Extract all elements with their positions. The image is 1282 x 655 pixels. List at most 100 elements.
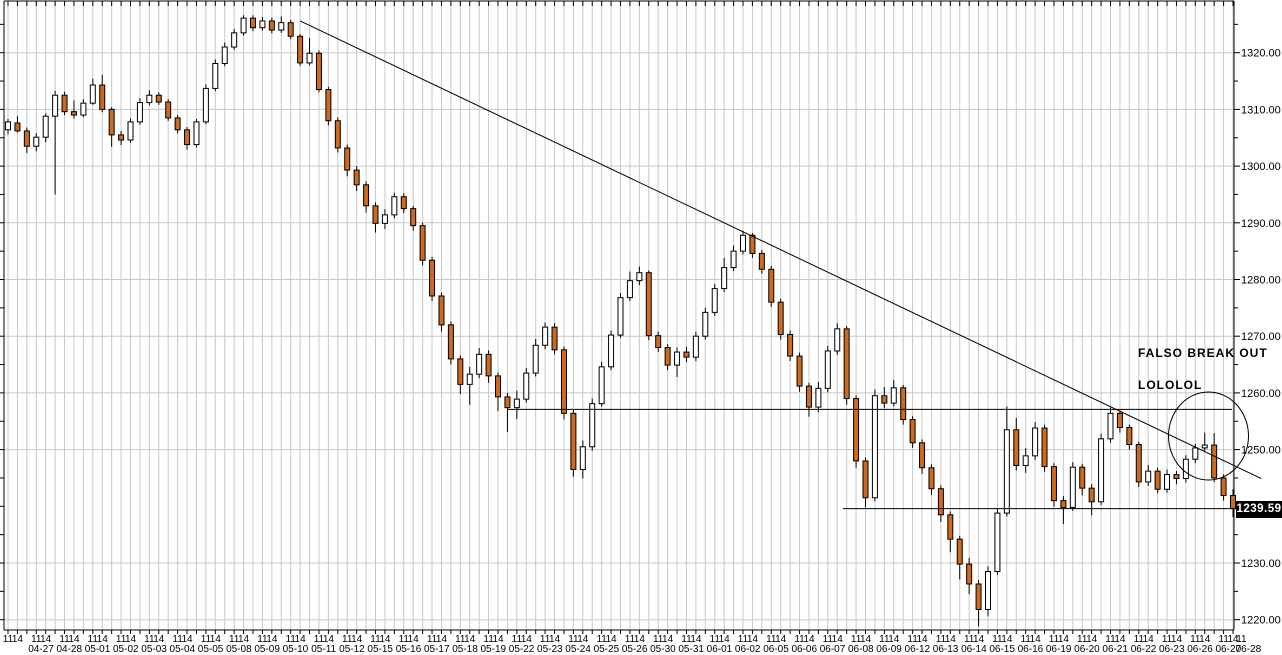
candle xyxy=(674,351,681,366)
candle xyxy=(871,395,878,499)
candle xyxy=(278,22,285,31)
y-axis-label: 1220.00 xyxy=(1241,615,1281,627)
candle xyxy=(589,403,596,448)
x-axis-time-label: 11 xyxy=(964,634,975,645)
candle xyxy=(655,335,662,349)
x-axis-time-label: 11 xyxy=(31,634,42,645)
x-axis-time-label: 11 xyxy=(738,634,749,645)
x-axis-time-label: 11 xyxy=(3,634,14,645)
candle xyxy=(1107,412,1114,440)
x-axis-date-label: 05-17 xyxy=(424,644,450,655)
x-axis-date-label: 05-30 xyxy=(650,644,676,655)
candle xyxy=(1060,500,1067,508)
x-axis-time-label: 11 xyxy=(681,634,692,645)
candle xyxy=(23,130,30,147)
candle xyxy=(127,121,134,141)
x-axis-time-label: 14 xyxy=(803,634,815,645)
x-axis-date-label: 06-09 xyxy=(876,644,902,655)
y-axis-label: 1310.00 xyxy=(1241,104,1281,116)
x-axis-time-label: 11 xyxy=(116,634,127,645)
x-axis-date-label: 05-25 xyxy=(594,644,620,655)
x-axis-time-label: 14 xyxy=(1030,634,1042,645)
x-axis-date-label: 06-27 xyxy=(1215,644,1241,655)
candle xyxy=(1003,429,1010,514)
candle xyxy=(457,358,464,385)
candle xyxy=(1022,455,1029,466)
x-axis-time-label: 14 xyxy=(606,634,618,645)
x-axis-time-label: 14 xyxy=(634,634,646,645)
x-axis-date-label: 05-08 xyxy=(226,644,252,655)
x-axis-time-label: 11 xyxy=(370,634,381,645)
annotation-lolol[interactable]: LOLOLOL xyxy=(1138,378,1203,392)
x-axis-time-label: 14 xyxy=(153,634,165,645)
candle xyxy=(1098,438,1105,503)
candle xyxy=(504,396,511,409)
candle xyxy=(919,442,926,469)
candle xyxy=(495,375,501,398)
candle xyxy=(890,387,897,404)
candle xyxy=(61,94,68,113)
candle xyxy=(146,94,153,104)
x-axis-time-label: 11 xyxy=(285,634,296,645)
candle xyxy=(70,111,77,116)
x-axis-time-label: 14 xyxy=(1058,634,1070,645)
x-axis-time-label: 11 xyxy=(596,634,607,645)
x-axis-time-label: 14 xyxy=(210,634,222,645)
y-axis-label: 1230.00 xyxy=(1241,558,1281,570)
x-axis-time-label: 14 xyxy=(860,634,872,645)
candle xyxy=(42,115,49,138)
x-axis-date-label: 06-15 xyxy=(989,644,1015,655)
x-axis-date-label: 05-24 xyxy=(565,644,591,655)
descending-trendline[interactable] xyxy=(299,20,1262,479)
x-axis-date-label: 06-21 xyxy=(1102,644,1128,655)
candle xyxy=(740,234,746,252)
x-axis-time-label: 14 xyxy=(295,634,307,645)
breakout-circle[interactable] xyxy=(1168,391,1249,481)
candle xyxy=(372,205,379,224)
x-axis-time-label: 14 xyxy=(1086,634,1098,645)
candle xyxy=(212,62,219,89)
candle xyxy=(240,17,247,34)
x-axis-date-label: 05-18 xyxy=(452,644,478,655)
x-axis-date-label: 05-01 xyxy=(85,644,111,655)
x-axis-time-label: 11 xyxy=(907,634,918,645)
x-axis-time-label: 11 xyxy=(653,634,664,645)
candle xyxy=(1201,444,1208,449)
candle xyxy=(815,387,822,408)
x-axis-time-label: 11 xyxy=(992,634,1003,645)
candle xyxy=(711,288,718,313)
x-axis-date-label: 05-09 xyxy=(254,644,280,655)
x-axis-time-label: 14 xyxy=(492,634,504,645)
x-axis-time-label: 11 xyxy=(1218,634,1229,645)
candle xyxy=(645,272,652,337)
candle xyxy=(174,117,181,131)
x-axis-time-label: 11 xyxy=(342,634,353,645)
x-axis-time-label: 11 xyxy=(314,634,325,645)
annotation-falso-break-out[interactable]: FALSO BREAK OUT xyxy=(1138,346,1268,360)
x-axis-time-label: 11 xyxy=(1134,634,1145,645)
x-axis-time-label: 14 xyxy=(12,634,24,645)
candle xyxy=(1211,444,1218,479)
x-axis-date-label: 06-20 xyxy=(1074,644,1100,655)
candle xyxy=(447,324,454,360)
x-axis-date-label: 06-07 xyxy=(820,644,846,655)
candle xyxy=(193,121,200,146)
x-axis-time-label: 11 xyxy=(229,634,240,645)
candle xyxy=(476,353,483,375)
candle xyxy=(758,252,765,270)
candle xyxy=(136,102,143,123)
x-axis-date-label: 06-13 xyxy=(933,644,959,655)
x-axis-time-label: 11 xyxy=(823,634,834,645)
candle xyxy=(636,272,643,282)
candle xyxy=(5,121,11,131)
x-axis-date-label: 04-27 xyxy=(28,644,54,655)
x-axis-time-label: 14 xyxy=(973,634,985,645)
x-axis-time-label: 14 xyxy=(1114,634,1126,645)
x-axis-time-label: 11 xyxy=(1049,634,1060,645)
candle xyxy=(853,398,860,462)
x-axis-date-label: 06-01 xyxy=(707,644,733,655)
candle xyxy=(523,372,530,400)
x-axis-time-label: 14 xyxy=(464,634,476,645)
x-axis-time-label: 11 xyxy=(144,634,155,645)
